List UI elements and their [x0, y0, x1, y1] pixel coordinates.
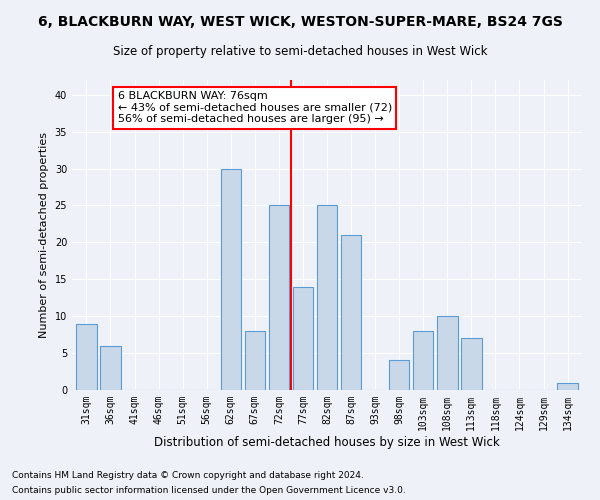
Bar — [293, 286, 313, 390]
Text: Contains public sector information licensed under the Open Government Licence v3: Contains public sector information licen… — [12, 486, 406, 495]
Bar — [76, 324, 97, 390]
X-axis label: Distribution of semi-detached houses by size in West Wick: Distribution of semi-detached houses by … — [154, 436, 500, 448]
Bar — [413, 331, 433, 390]
Bar — [341, 235, 361, 390]
Y-axis label: Number of semi-detached properties: Number of semi-detached properties — [39, 132, 49, 338]
Bar — [269, 206, 289, 390]
Text: 6 BLACKBURN WAY: 76sqm
← 43% of semi-detached houses are smaller (72)
56% of sem: 6 BLACKBURN WAY: 76sqm ← 43% of semi-det… — [118, 91, 392, 124]
Bar — [389, 360, 409, 390]
Bar — [557, 382, 578, 390]
Bar — [437, 316, 458, 390]
Text: 6, BLACKBURN WAY, WEST WICK, WESTON-SUPER-MARE, BS24 7GS: 6, BLACKBURN WAY, WEST WICK, WESTON-SUPE… — [38, 15, 562, 29]
Bar — [100, 346, 121, 390]
Bar — [245, 331, 265, 390]
Bar — [221, 168, 241, 390]
Text: Size of property relative to semi-detached houses in West Wick: Size of property relative to semi-detach… — [113, 45, 487, 58]
Bar — [317, 206, 337, 390]
Text: Contains HM Land Registry data © Crown copyright and database right 2024.: Contains HM Land Registry data © Crown c… — [12, 471, 364, 480]
Bar — [461, 338, 482, 390]
